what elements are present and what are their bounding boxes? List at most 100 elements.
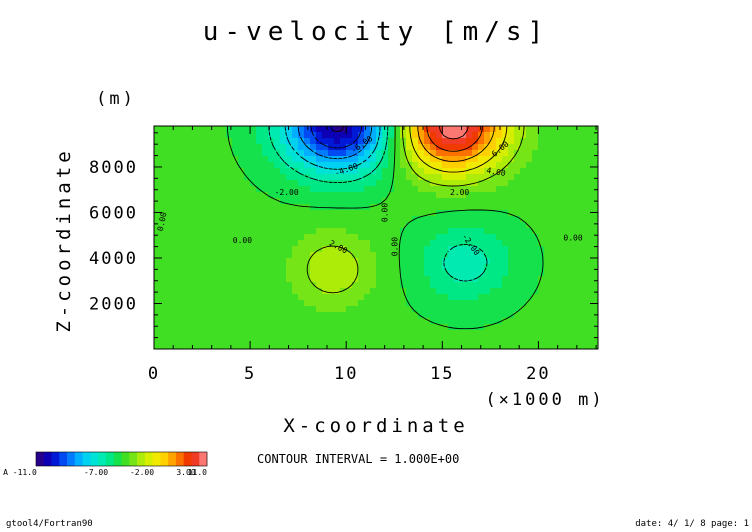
field-cell — [592, 210, 598, 217]
field-cell — [310, 216, 317, 223]
field-cell — [448, 306, 455, 313]
field-cell — [340, 330, 347, 337]
field-cell — [496, 258, 503, 265]
field-cell — [202, 228, 209, 235]
field-cell — [220, 228, 227, 235]
field-cell — [454, 270, 461, 277]
field-cell — [382, 306, 389, 313]
field-cell — [286, 312, 293, 319]
field-cell — [514, 252, 521, 259]
field-cell — [244, 336, 251, 343]
field-cell — [568, 144, 575, 151]
field-cell — [448, 150, 455, 157]
field-cell — [400, 264, 407, 271]
field-cell — [202, 300, 209, 307]
field-cell — [286, 126, 293, 133]
field-cell — [166, 138, 173, 145]
field-cell — [574, 210, 581, 217]
field-cell — [460, 276, 467, 283]
field-cell — [346, 138, 353, 145]
field-cell — [214, 300, 221, 307]
field-cell — [220, 168, 227, 175]
field-cell — [226, 204, 233, 211]
field-cell — [562, 198, 569, 205]
field-cell — [550, 252, 557, 259]
field-cell — [448, 228, 455, 235]
field-cell — [346, 264, 353, 271]
field-cell — [490, 204, 497, 211]
field-cell — [310, 264, 317, 271]
field-cell — [586, 198, 593, 205]
field-cell — [502, 216, 509, 223]
field-cell — [538, 276, 545, 283]
field-cell — [568, 234, 575, 241]
field-cell — [472, 276, 479, 283]
field-cell — [496, 288, 503, 295]
field-cell — [502, 126, 509, 133]
field-cell — [556, 324, 563, 331]
field-cell — [250, 168, 257, 175]
field-cell — [190, 162, 197, 169]
field-cell — [460, 228, 467, 235]
field-cell — [454, 246, 461, 253]
field-cell — [508, 312, 515, 319]
field-cell — [412, 294, 419, 301]
field-cell — [184, 306, 191, 313]
field-cell — [478, 138, 485, 145]
contour-lines — [227, 126, 544, 330]
field-cell — [592, 204, 598, 211]
field-cell — [202, 138, 209, 145]
field-cell — [484, 162, 491, 169]
x-tick-label: 15 — [430, 364, 454, 384]
field-cell — [178, 342, 185, 349]
field-cell — [568, 288, 575, 295]
field-cell — [274, 228, 281, 235]
field-cell — [226, 294, 233, 301]
field-cell — [514, 210, 521, 217]
field-cell — [424, 192, 431, 199]
field-cell — [184, 312, 191, 319]
contour-label: 0.00 — [233, 236, 252, 245]
field-cell — [322, 228, 329, 235]
field-cell — [286, 162, 293, 169]
field-cell — [586, 270, 593, 277]
field-cell — [508, 324, 515, 331]
field-cell — [436, 306, 443, 313]
field-cell — [436, 276, 443, 283]
field-cell — [424, 264, 431, 271]
field-cell — [424, 156, 431, 163]
field-cell — [358, 210, 365, 217]
field-cell — [328, 168, 335, 175]
field-cell — [574, 216, 581, 223]
field-cell — [322, 264, 329, 271]
field-cell — [202, 294, 209, 301]
field-cell — [430, 156, 437, 163]
field-cell — [322, 252, 329, 259]
field-cell — [406, 168, 413, 175]
field-cell — [400, 336, 407, 343]
field-cell — [160, 246, 167, 253]
field-cell — [310, 228, 317, 235]
field-cell — [166, 246, 173, 253]
field-cell — [328, 174, 335, 181]
field-cell — [346, 222, 353, 229]
field-cell — [226, 132, 233, 139]
field-cell — [346, 342, 353, 349]
field-cell — [214, 228, 221, 235]
field-cell — [226, 300, 233, 307]
field-cell — [208, 210, 215, 217]
field-cell — [580, 162, 587, 169]
field-cell — [496, 240, 503, 247]
field-cell — [244, 276, 251, 283]
field-cell — [256, 270, 263, 277]
field-cell — [178, 246, 185, 253]
field-cell — [544, 282, 551, 289]
field-cell — [508, 246, 515, 253]
field-cell — [268, 180, 275, 187]
field-cell — [388, 150, 395, 157]
field-cell — [472, 252, 479, 259]
field-cell — [496, 294, 503, 301]
field-cell — [196, 210, 203, 217]
field-cell — [274, 252, 281, 259]
field-cell — [400, 234, 407, 241]
